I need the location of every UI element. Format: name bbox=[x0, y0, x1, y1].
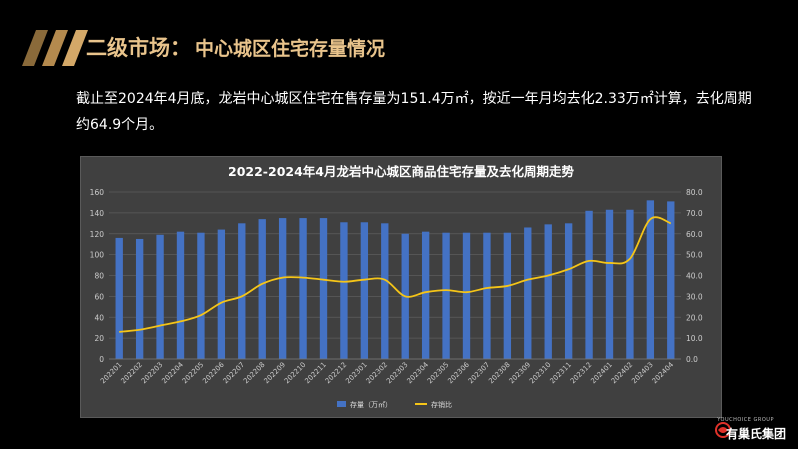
bar-202301 bbox=[360, 222, 369, 359]
x-tick-label: 202203 bbox=[140, 361, 165, 386]
x-tick-label: 202309 bbox=[508, 361, 533, 386]
x-tick-label: 202202 bbox=[119, 361, 144, 386]
x-tick-label: 202310 bbox=[528, 361, 553, 386]
x-tick-label: 202403 bbox=[630, 361, 655, 386]
x-tick-label: 202211 bbox=[303, 361, 328, 386]
bar-202305 bbox=[442, 232, 450, 359]
chart-legend: 存量（万㎡） 存销比 bbox=[337, 400, 452, 409]
bar-202404 bbox=[667, 201, 675, 359]
company-logo-text: 有巢氏集团 bbox=[725, 427, 786, 441]
inventory-ratio-line bbox=[119, 216, 672, 333]
chart-title: 2022-2024年4月龙岩中心城区商品住宅存量及去化周期走势 bbox=[228, 164, 574, 179]
legend-line-label: 存销比 bbox=[431, 400, 452, 409]
bar-202208 bbox=[258, 219, 266, 359]
bar-202205 bbox=[197, 232, 205, 359]
slash-3 bbox=[62, 30, 88, 66]
y-tick-label: 120 bbox=[90, 230, 105, 239]
company-logo-icon bbox=[715, 422, 731, 438]
y2-tick-label: 80.0 bbox=[686, 188, 703, 197]
x-tick-label: 202305 bbox=[426, 361, 451, 386]
y-tick-label: 140 bbox=[90, 209, 105, 218]
bar-202308 bbox=[503, 232, 512, 359]
title-decoration bbox=[22, 30, 88, 66]
bar-202202 bbox=[135, 238, 144, 359]
bar-202201 bbox=[115, 237, 123, 359]
legend-bar-swatch bbox=[337, 401, 346, 407]
bar-202304 bbox=[421, 231, 430, 359]
y-tick-label: 0 bbox=[99, 355, 104, 364]
x-tick-label: 202208 bbox=[242, 361, 267, 386]
bar-202310 bbox=[544, 224, 552, 359]
bar-202209 bbox=[278, 218, 287, 359]
bar-202207 bbox=[238, 223, 246, 359]
x-axis: 2022012022022022032022042022052022062022… bbox=[99, 358, 681, 386]
x-tick-label: 202402 bbox=[610, 361, 635, 386]
bar-202312 bbox=[585, 210, 593, 359]
y2-tick-label: 0.0 bbox=[686, 355, 698, 364]
x-tick-label: 202209 bbox=[262, 361, 287, 386]
x-tick-label: 202303 bbox=[385, 361, 410, 386]
x-tick-label: 202212 bbox=[324, 361, 349, 386]
legend-bar-label: 存量（万㎡） bbox=[350, 400, 392, 409]
x-tick-label: 202207 bbox=[222, 361, 247, 386]
x-tick-label: 202312 bbox=[569, 361, 594, 386]
y-tick-label: 60 bbox=[94, 292, 104, 301]
bar-202206 bbox=[217, 229, 226, 359]
bar-series bbox=[115, 200, 675, 359]
y-tick-label: 160 bbox=[90, 188, 105, 197]
bar-202401 bbox=[605, 209, 614, 359]
x-tick-label: 202401 bbox=[589, 361, 614, 386]
title-primary: 二级市场 bbox=[86, 36, 170, 60]
y2-tick-label: 10.0 bbox=[686, 334, 703, 343]
y-tick-label: 40 bbox=[94, 313, 104, 322]
x-tick-label: 202205 bbox=[181, 361, 206, 386]
x-tick-label: 202210 bbox=[283, 361, 308, 386]
page-title: 二级市场： 中心城区住宅存量情况 bbox=[86, 30, 385, 66]
x-tick-label: 202302 bbox=[365, 361, 390, 386]
bar-202307 bbox=[483, 232, 491, 359]
y-tick-label: 20 bbox=[94, 334, 104, 343]
bar-202212 bbox=[340, 222, 348, 359]
logo-tagline: YOUCHOICE GROUP bbox=[717, 417, 774, 423]
title-secondary: 中心城区住宅存量情况 bbox=[195, 38, 386, 60]
bar-202402 bbox=[626, 209, 634, 359]
bar-202302 bbox=[381, 223, 389, 359]
bar-202204 bbox=[176, 231, 185, 359]
y2-tick-label: 60.0 bbox=[686, 230, 703, 239]
bar-202311 bbox=[564, 223, 573, 359]
bar-202306 bbox=[462, 232, 471, 359]
x-tick-label: 202404 bbox=[651, 360, 676, 385]
y-tick-label: 100 bbox=[90, 251, 105, 260]
y-tick-label: 80 bbox=[94, 272, 104, 281]
line-series bbox=[119, 216, 672, 333]
chart-container: 2022-2024年4月龙岩中心城区商品住宅存量及去化周期走势 0 20 40 60 8… bbox=[80, 156, 722, 418]
slash-2 bbox=[42, 30, 68, 66]
y2-tick-label: 20.0 bbox=[686, 313, 703, 322]
x-tick-label: 202301 bbox=[344, 361, 369, 386]
y2-tick-label: 40.0 bbox=[686, 272, 703, 281]
y-axis-right: 0.0 10.0 20.0 30.0 40.0 50.0 60.0 70.0 80.0 bbox=[686, 188, 703, 364]
x-tick-label: 202307 bbox=[467, 361, 492, 386]
bar-202403 bbox=[646, 200, 655, 359]
grid-lines bbox=[109, 191, 681, 360]
x-tick-label: 202308 bbox=[487, 361, 512, 386]
inventory-chart: 2022-2024年4月龙岩中心城区商品住宅存量及去化周期走势 0 20 40 60 8… bbox=[90, 164, 703, 409]
bar-202210 bbox=[299, 218, 307, 359]
y2-tick-label: 70.0 bbox=[686, 209, 703, 218]
bar-202211 bbox=[319, 218, 328, 359]
y2-tick-label: 30.0 bbox=[686, 292, 703, 301]
x-tick-label: 202201 bbox=[99, 361, 124, 386]
title-colon: ： bbox=[170, 36, 191, 60]
slash-1 bbox=[22, 30, 48, 66]
y-axis-left: 0 20 40 60 80 100 120 140 160 bbox=[90, 188, 105, 364]
bar-202309 bbox=[524, 227, 532, 359]
y2-tick-label: 50.0 bbox=[686, 251, 703, 260]
summary-text: 截止至2024年4月底，龙岩中心城区住宅在售存量为151.4万㎡，按近一年月均去… bbox=[76, 91, 752, 133]
x-tick-label: 202311 bbox=[548, 361, 573, 386]
bar-202203 bbox=[156, 234, 164, 359]
